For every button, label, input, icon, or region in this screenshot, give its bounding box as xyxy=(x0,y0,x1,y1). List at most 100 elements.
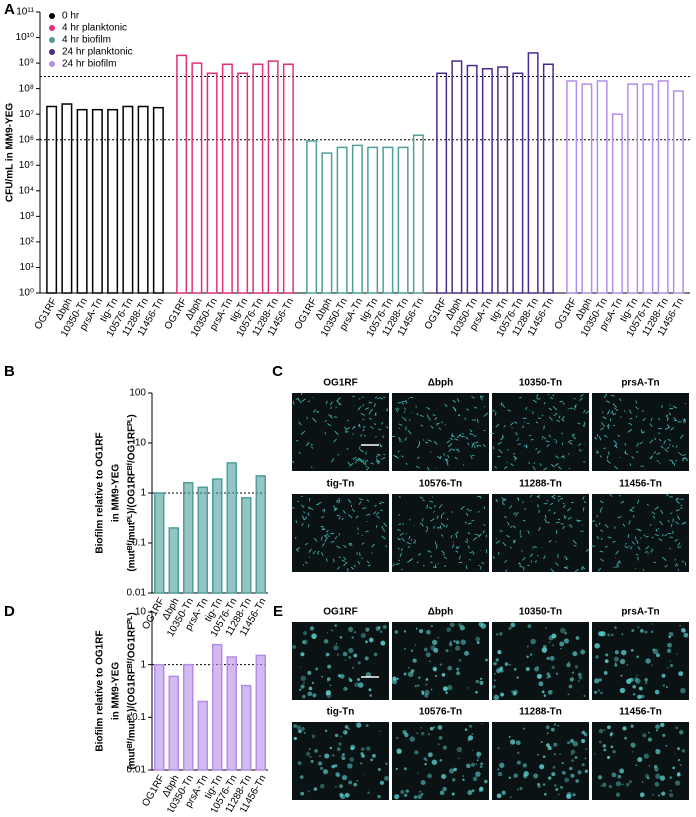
cell-cluster xyxy=(567,741,570,744)
cell-cluster xyxy=(681,628,686,633)
bar xyxy=(177,55,186,293)
cell-cluster xyxy=(324,639,328,643)
bar xyxy=(613,114,622,293)
cell-chain xyxy=(344,428,347,429)
cell-cluster xyxy=(667,643,672,648)
cell-cluster xyxy=(425,683,427,685)
y-tick-label: 10⁵ xyxy=(19,160,34,171)
cell-cluster xyxy=(369,694,372,697)
bar xyxy=(155,665,164,770)
cell-cluster xyxy=(477,759,479,761)
micrograph xyxy=(592,393,689,471)
cell-cluster xyxy=(570,774,574,778)
cell-cluster xyxy=(498,651,501,654)
cell-chain xyxy=(518,498,519,501)
bar xyxy=(467,66,476,293)
cell-cluster xyxy=(583,695,585,697)
cell-chain xyxy=(411,539,412,541)
cell-cluster xyxy=(343,687,347,691)
cell-cluster xyxy=(351,747,354,750)
y-tick-label: 10⁷ xyxy=(19,109,34,120)
cell-cluster xyxy=(432,640,437,645)
cell-cluster xyxy=(670,664,673,667)
cell-chain xyxy=(298,501,299,502)
cell-chain xyxy=(554,439,555,440)
cell-cluster xyxy=(327,632,328,633)
cell-cluster xyxy=(604,749,607,752)
cell-cluster xyxy=(523,771,528,776)
cell-cluster xyxy=(652,794,654,796)
cell-cluster xyxy=(562,762,564,764)
cell-cluster xyxy=(341,756,343,758)
cell-cluster xyxy=(310,626,314,630)
cell-cluster xyxy=(472,750,473,751)
cell-cluster xyxy=(358,682,364,688)
cell-cluster xyxy=(435,675,437,677)
cell-cluster xyxy=(410,736,415,741)
bar xyxy=(242,686,251,770)
legend-label: 4 hr biofilm xyxy=(62,35,111,46)
cell-cluster xyxy=(508,627,511,630)
cell-cluster xyxy=(421,690,424,693)
cell-chain xyxy=(333,559,334,563)
cell-cluster xyxy=(369,638,374,643)
cell-cluster xyxy=(667,649,671,653)
bar xyxy=(483,69,492,293)
cell-cluster xyxy=(312,693,316,697)
cell-cluster xyxy=(619,769,624,774)
cell-cluster xyxy=(446,649,449,652)
cell-cluster xyxy=(611,745,614,748)
cell-cluster xyxy=(620,675,622,677)
panel-label: B xyxy=(4,363,15,380)
cell-cluster xyxy=(307,671,311,675)
bar xyxy=(582,84,591,293)
cell-cluster xyxy=(494,679,496,681)
cell-cluster xyxy=(349,679,352,682)
cell-chain xyxy=(380,446,381,447)
cell-cluster xyxy=(669,636,671,638)
cell-chain xyxy=(452,511,453,513)
cell-cluster xyxy=(599,741,602,744)
bar xyxy=(513,73,522,293)
cell-cluster xyxy=(642,733,646,737)
cell-cluster xyxy=(572,793,575,796)
cell-cluster xyxy=(530,653,532,655)
cell-cluster xyxy=(298,761,302,765)
cell-cluster xyxy=(426,652,431,657)
cell-cluster xyxy=(438,743,440,745)
cell-cluster xyxy=(430,727,434,731)
cell-cluster xyxy=(308,790,310,792)
cell-cluster xyxy=(601,785,602,786)
cell-cluster xyxy=(594,678,599,683)
cell-chain xyxy=(399,428,400,429)
micrograph xyxy=(392,622,489,700)
cell-cluster xyxy=(675,726,678,729)
bar xyxy=(268,61,277,293)
image-title: tig-Tn xyxy=(327,707,355,718)
cell-cluster xyxy=(560,786,563,789)
cell-cluster xyxy=(427,774,432,779)
cell-cluster xyxy=(509,736,511,738)
cell-cluster xyxy=(615,650,619,654)
cell-cluster xyxy=(302,695,306,699)
cell-chain xyxy=(365,531,368,532)
y-tick-label: 1 xyxy=(140,488,146,499)
cell-cluster xyxy=(404,630,406,632)
cell-cluster xyxy=(513,773,517,777)
cell-chain xyxy=(568,454,570,455)
micrograph xyxy=(492,722,589,800)
bar xyxy=(184,665,193,770)
cell-cluster xyxy=(658,795,660,797)
legend-marker xyxy=(49,25,55,31)
cell-cluster xyxy=(678,671,683,676)
cell-cluster xyxy=(404,794,407,797)
bar xyxy=(498,67,507,293)
cell-cluster xyxy=(462,775,464,777)
cell-chain xyxy=(398,402,402,403)
cell-cluster xyxy=(655,724,660,729)
cell-cluster xyxy=(568,693,570,695)
cell-chain xyxy=(452,449,455,450)
image-title: OG1RF xyxy=(323,607,357,618)
cell-cluster xyxy=(569,767,572,770)
cell-cluster xyxy=(429,660,431,662)
